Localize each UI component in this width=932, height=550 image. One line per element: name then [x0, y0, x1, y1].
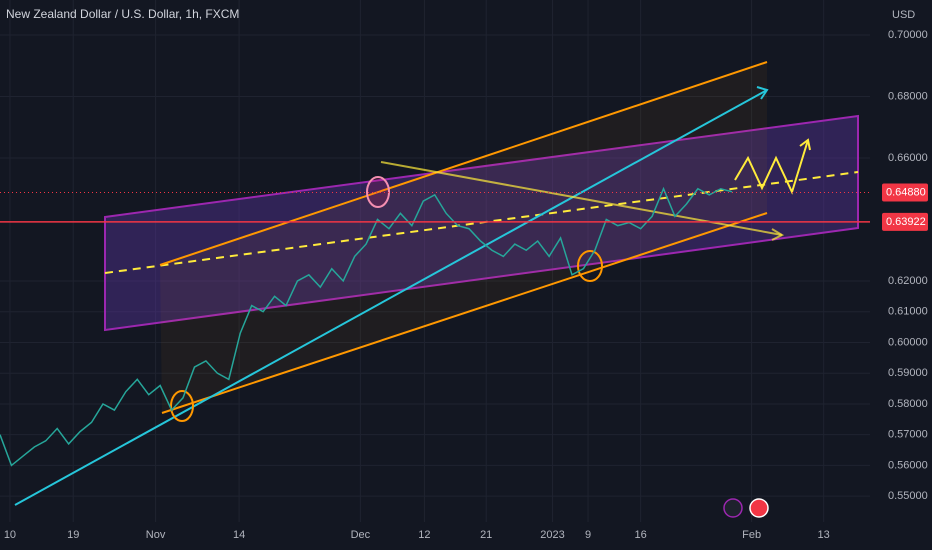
x-tick-label: Nov — [146, 529, 166, 541]
y-tick-label: 0.70000 — [888, 29, 928, 41]
price-label-bg — [882, 183, 928, 202]
x-tick-label: 21 — [480, 529, 492, 541]
y-tick-label: 0.58000 — [888, 398, 928, 410]
y-tick-label: 0.56000 — [888, 459, 928, 471]
circle-marker — [170, 390, 194, 422]
trend-line — [14, 89, 768, 506]
x-tick-label: 10 — [4, 529, 16, 541]
x-tick-label: 12 — [418, 529, 430, 541]
y-tick-label: 0.60000 — [888, 336, 928, 348]
arrow-head — [771, 228, 785, 241]
price-label-bg — [882, 212, 928, 231]
wedge-fill — [160, 62, 767, 413]
x-tick-label: 19 — [67, 529, 79, 541]
event-icon[interactable] — [723, 498, 743, 518]
arrow-head — [799, 138, 811, 151]
axis-panel — [870, 0, 932, 550]
circle-marker — [577, 250, 603, 282]
y-tick-label: 0.59000 — [888, 367, 928, 379]
event-icon[interactable] — [749, 498, 769, 518]
price-label: 0.63922 — [886, 216, 926, 228]
upper-line — [159, 61, 768, 266]
arrow-head — [756, 86, 769, 100]
price-label: 0.64880 — [886, 186, 926, 198]
projection — [734, 139, 809, 195]
descending-line — [380, 161, 783, 236]
y-tick-label: 0.61000 — [888, 306, 928, 318]
x-tick-label: 13 — [818, 529, 830, 541]
x-tick-label: 9 — [585, 529, 591, 541]
x-tick-label: 16 — [635, 529, 647, 541]
y-tick-label: 0.66000 — [888, 152, 928, 164]
x-tick-label: 14 — [233, 529, 245, 541]
x-tick-label: Dec — [351, 529, 371, 541]
y-axis-label: USD — [892, 9, 915, 21]
drawings — [14, 61, 859, 506]
y-tick-label: 0.68000 — [888, 90, 928, 102]
x-tick-label: Feb — [742, 529, 761, 541]
y-tick-label: 0.62000 — [888, 275, 928, 287]
circle-marker — [366, 176, 390, 208]
lower-line — [161, 212, 768, 414]
x-tick-label: 2023 — [540, 529, 564, 541]
y-tick-label: 0.57000 — [888, 429, 928, 441]
y-tick-label: 0.55000 — [888, 490, 928, 502]
chart-title: New Zealand Dollar / U.S. Dollar, 1h, FX… — [6, 7, 239, 21]
